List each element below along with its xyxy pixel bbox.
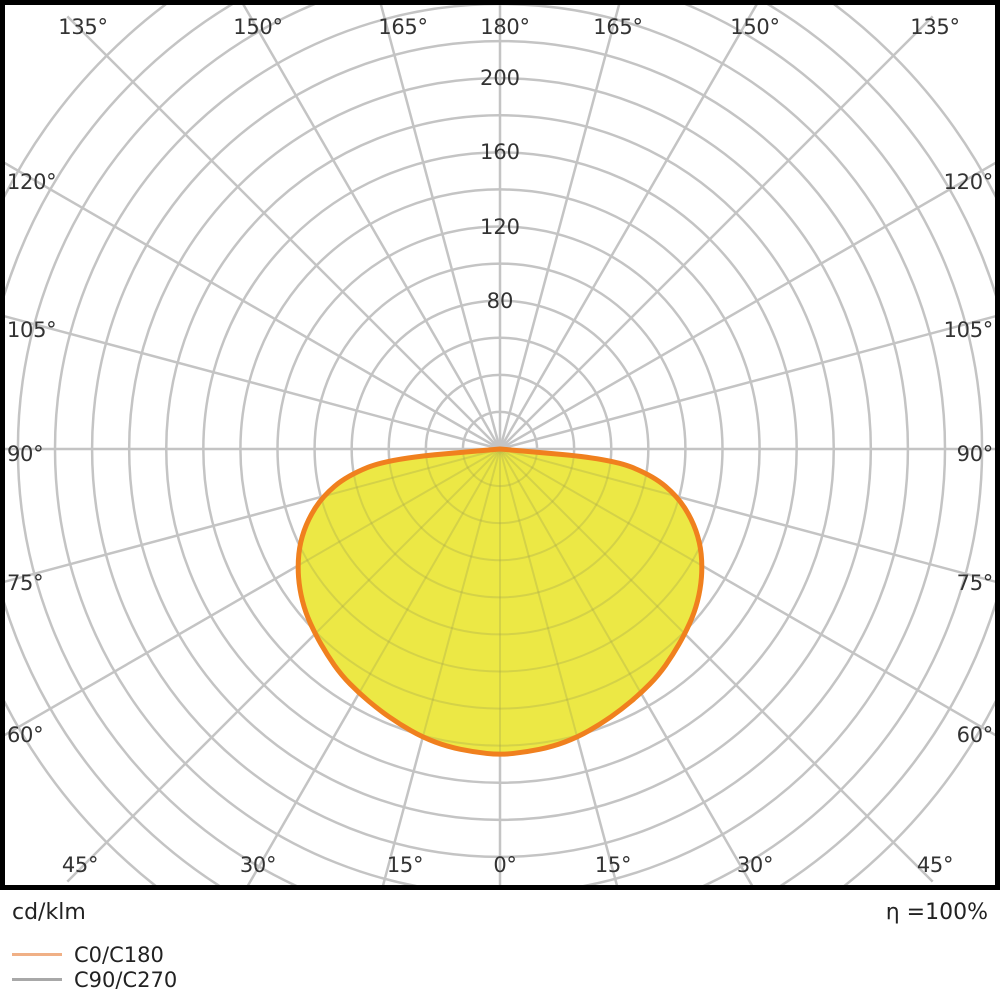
chart-legend: C0/C180 C90/C270 <box>12 942 177 992</box>
angle-tick-top-4: 165° <box>593 15 643 39</box>
angle-tick-bottom-4: 15° <box>594 853 632 877</box>
angle-tick-left-3: 75° <box>7 571 44 595</box>
angle-tick-bottom-1: 30° <box>239 853 277 877</box>
angle-tick-top-1: 150° <box>233 15 283 39</box>
radial-tick-120: 120 <box>479 214 521 239</box>
unit-label: cd/klm <box>12 900 86 925</box>
angle-tick-bottom-0: 45° <box>61 853 99 877</box>
angle-tick-bottom-6: 45° <box>916 853 954 877</box>
angle-tick-left-2: 90° <box>7 442 44 466</box>
legend-item-c0-c180[interactable]: C0/C180 <box>12 942 177 967</box>
angle-tick-right-0: 120° <box>943 170 994 194</box>
angle-tick-right-2: 90° <box>956 442 994 466</box>
legend-label-c90-c270: C90/C270 <box>74 967 178 992</box>
radial-tick-200: 200 <box>479 66 521 91</box>
chart-footer: cd/klm η =100% C0/C180 C90/C270 <box>0 890 1000 1000</box>
angle-tick-top-2: 165° <box>378 15 428 39</box>
radial-tick-160: 160 <box>479 140 521 165</box>
angle-tick-right-3: 75° <box>956 571 994 595</box>
angle-tick-right-4: 60° <box>956 723 994 747</box>
angle-tick-bottom-2: 15° <box>386 853 424 877</box>
angle-tick-top-5: 150° <box>730 15 780 39</box>
radial-tick-80: 80 <box>486 288 514 313</box>
legend-label-c0-c180: C0/C180 <box>74 942 164 967</box>
efficiency-label: η =100% <box>885 900 988 925</box>
angle-tick-bottom-5: 30° <box>736 853 774 877</box>
angle-tick-right-1: 105° <box>943 318 994 342</box>
angle-tick-left-1: 105° <box>7 318 57 342</box>
polar-plot-svg <box>5 5 995 885</box>
distribution-curves <box>298 449 705 757</box>
legend-swatch-c90-c270 <box>12 978 62 981</box>
legend-swatch-c0-c180 <box>12 953 62 956</box>
plot-frame: 45° 30° 15° 0° 15° 30° 45° 135° 150° 165° 180° 165°… <box>0 0 1000 890</box>
angle-tick-left-4: 60° <box>7 723 44 747</box>
angle-tick-top-3: 180° <box>480 15 530 39</box>
angle-tick-left-0: 120° <box>7 170 57 194</box>
angle-tick-top-0: 135° <box>58 15 108 39</box>
legend-item-c90-c270[interactable]: C90/C270 <box>12 967 177 992</box>
angle-tick-top-6: 135° <box>910 15 960 39</box>
angle-tick-bottom-3: 0° <box>493 853 517 877</box>
